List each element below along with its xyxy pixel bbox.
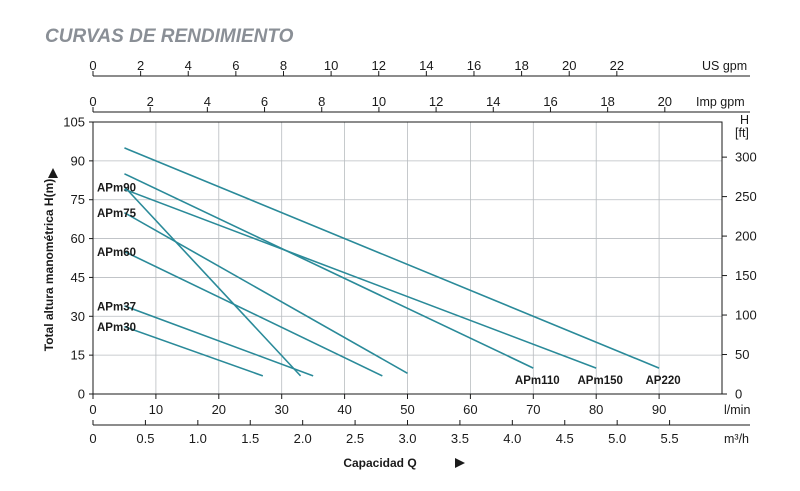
tick-label: 2 [147,94,154,109]
head-ft-axis: 0 50 100 150 200 250 300 [722,150,757,402]
chart-title: CURVAS DE RENDIMIENTO [45,26,294,47]
x-axis-label: Capacidad Q [343,456,416,470]
tick-label: 150 [735,268,757,283]
tick-label: 2.5 [346,431,364,446]
tick-label: 105 [63,115,85,130]
series-label-apm150: APm150 [578,375,623,387]
series-line-apm37 [124,305,314,377]
m3h-unit: m³/h [724,432,749,446]
plot-grid [93,122,722,394]
tick-label: 50 [400,402,414,417]
tick-label: 2.0 [294,431,312,446]
series-label-ap220: AP220 [646,375,681,387]
imp-gpm-unit: Imp gpm [696,95,745,109]
x-axis-arrow-icon [455,458,465,468]
us-gpm-axis: 0 2 4 6 8 10 12 14 16 18 20 22 [89,58,750,77]
tick-label: 12 [429,94,443,109]
tick-label: 2 [137,58,144,73]
tick-label: 1.5 [241,431,259,446]
tick-label: 8 [318,94,325,109]
tick-label: 10 [149,402,163,417]
series-label-apm90: APm90 [97,182,136,194]
series-line-apm75 [124,211,408,374]
right-axis-symbol: H [740,113,749,127]
tick-label: 20 [212,402,226,417]
series-line-ap220 [124,147,660,369]
tick-label: 3.0 [398,431,416,446]
tick-label: 8 [280,58,287,73]
series-label-apm30: APm30 [97,322,136,334]
tick-label: 30 [274,402,288,417]
tick-label: 14 [419,58,433,73]
series-label-apm75: APm75 [97,208,137,220]
imp-gpm-axis: 0 2 4 6 8 10 12 14 16 18 20 [89,94,750,113]
lmin-axis: 0 10 20 30 40 50 60 70 80 90 [89,393,722,417]
tick-label: 0 [735,387,742,402]
tick-label: 16 [467,58,481,73]
head-m-axis: 0 15 30 45 60 75 90 105 [63,115,93,402]
tick-label: 6 [261,94,268,109]
tick-label: 80 [589,402,603,417]
tick-label: 4.5 [556,431,574,446]
tick-label: 20 [562,58,576,73]
tick-label: 10 [324,58,338,73]
tick-label: 16 [543,94,557,109]
tick-label: 18 [514,58,528,73]
tick-label: 200 [735,229,757,244]
tick-label: 90 [71,153,85,168]
y-axis-arrow-icon [48,168,58,178]
right-axis-unit: [ft] [735,126,749,140]
tick-label: 30 [71,309,85,324]
series-line-apm90 [123,186,302,377]
tick-label: 22 [610,58,624,73]
tick-label: 0 [89,94,96,109]
tick-label: 15 [71,348,85,363]
series-line-apm60 [124,250,383,377]
series-line-apm150 [124,188,597,369]
tick-label: 5.5 [661,431,679,446]
tick-label: 1.0 [189,431,207,446]
tick-label: 20 [658,94,672,109]
lmin-unit: l/min [724,403,750,417]
series-label-apm60: APm60 [97,247,136,259]
tick-label: 12 [371,58,385,73]
tick-label: 40 [337,402,351,417]
series-layer: APm30 APm37 APm60 APm75 APm90 APm110 APm150 AP2… [97,147,681,387]
y-axis-label: Total altura manométrica H(m) [42,179,56,351]
tick-label: 75 [71,192,85,207]
series-label-apm110: APm110 [515,375,560,387]
tick-label: 4 [204,94,211,109]
tick-label: 50 [735,347,749,362]
series-label-apm37: APm37 [97,301,136,313]
tick-label: 4.0 [503,431,521,446]
tick-label: 0 [89,431,96,446]
tick-label: 6 [232,58,239,73]
tick-label: 4 [185,58,192,73]
tick-label: 250 [735,189,757,204]
m3h-axis: 0 0.5 1.0 1.5 2.0 2.5 3.0 3.5 4.0 4.5 5.0 5.5 [89,420,750,446]
us-gpm-unit: US gpm [702,59,747,73]
tick-label: 60 [71,231,85,246]
tick-label: 5.0 [608,431,626,446]
tick-label: 100 [735,308,757,323]
tick-label: 70 [526,402,540,417]
tick-label: 0 [89,402,96,417]
tick-label: 0 [78,387,85,402]
tick-label: 60 [463,402,477,417]
tick-label: 45 [71,270,85,285]
series-line-apm110 [124,173,534,369]
tick-label: 18 [600,94,614,109]
series-line-apm30 [124,325,264,377]
tick-label: 3.5 [451,431,469,446]
tick-label: 0 [89,58,96,73]
tick-label: 10 [372,94,386,109]
tick-label: 90 [652,402,666,417]
tick-label: 0.5 [136,431,154,446]
tick-label: 300 [735,150,757,165]
tick-label: 14 [486,94,500,109]
